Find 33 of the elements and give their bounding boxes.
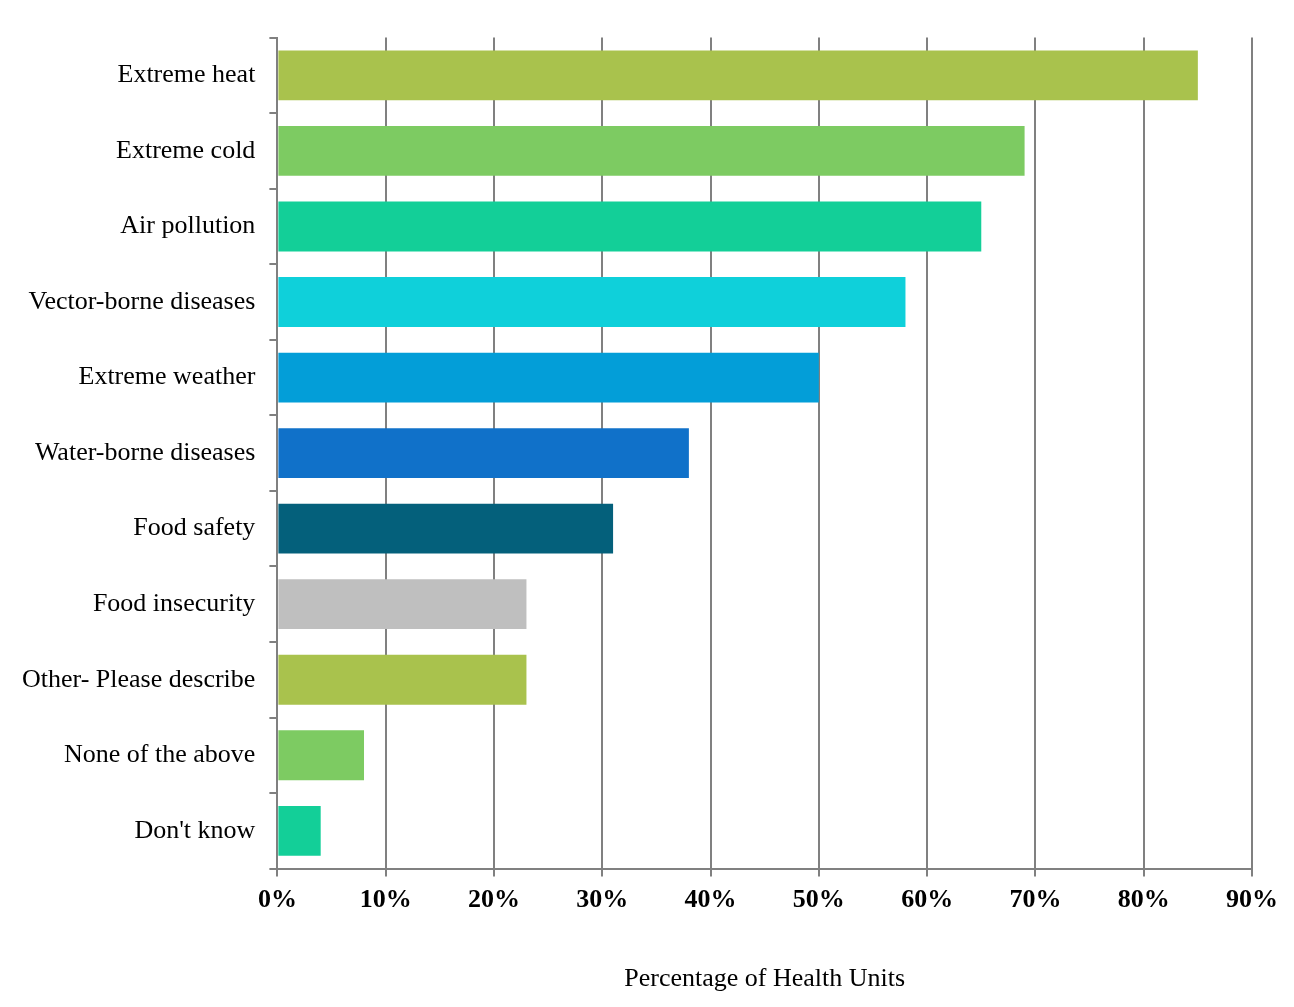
- bar: [278, 352, 819, 403]
- y-tick-label: Water-borne diseases: [34, 436, 256, 466]
- y-tick-label: Other- Please describe: [21, 663, 256, 693]
- y-tick-label: Extreme cold: [116, 134, 256, 164]
- bar: [278, 805, 321, 856]
- x-tick-label: 10%: [359, 883, 412, 913]
- x-tick-label: 70%: [1009, 883, 1062, 913]
- x-tick-label: 50%: [792, 883, 845, 913]
- y-tick-label: None of the above: [64, 739, 256, 769]
- bar: [278, 201, 982, 252]
- bar: [278, 503, 614, 554]
- x-tick-label: 20%: [467, 883, 520, 913]
- x-tick-label: 80%: [1117, 883, 1170, 913]
- bar: [278, 579, 527, 630]
- x-tick-label: 30%: [576, 883, 629, 913]
- bar: [278, 428, 689, 479]
- bar: [278, 125, 1025, 176]
- x-axis-title: Percentage of Health Units: [624, 963, 906, 993]
- y-tick-label: Food insecurity: [92, 588, 256, 618]
- y-tick-label: Extreme weather: [78, 361, 256, 391]
- x-tick-label: 40%: [684, 883, 737, 913]
- y-tick-label: Extreme heat: [117, 59, 257, 89]
- bar: [278, 730, 365, 781]
- x-tick-label: 0%: [257, 883, 297, 913]
- bar: [278, 50, 1198, 101]
- x-tick-label: 60%: [901, 883, 954, 913]
- bar: [278, 654, 527, 705]
- y-tick-label: Air pollution: [120, 210, 256, 240]
- y-tick-label: Food safety: [133, 512, 256, 542]
- x-tick-label: 90%: [1226, 883, 1278, 913]
- bar: [278, 277, 906, 327]
- y-tick-label: Don't know: [134, 814, 256, 844]
- y-tick-label: Vector-borne diseases: [28, 285, 256, 315]
